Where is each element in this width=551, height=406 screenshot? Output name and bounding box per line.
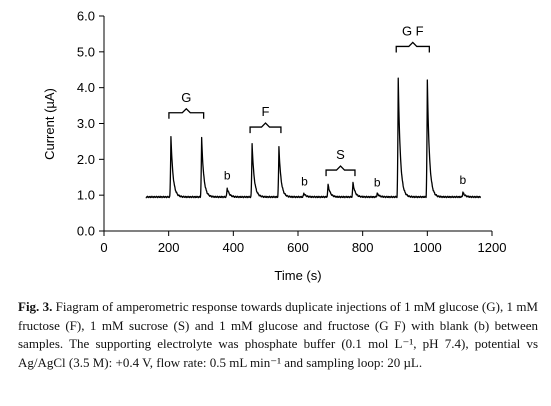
annotation-label: S (336, 147, 345, 162)
x-tick-label: 0 (100, 240, 107, 255)
y-tick-label: 4.0 (77, 80, 95, 95)
annotation-bracket (325, 165, 356, 177)
annotation-label: G (181, 90, 191, 105)
y-tick-label: 3.0 (77, 116, 95, 131)
y-tick-label: 1.0 (77, 188, 95, 203)
x-tick-label: 800 (352, 240, 374, 255)
annotation-bracket (168, 107, 205, 119)
y-tick-label: 2.0 (77, 152, 95, 167)
current-trace (145, 77, 482, 199)
ticks: 0.0 1.0 2.0 3.0 4.0 5.0 6.0 0 200 400 600 800 1000 12… (77, 9, 507, 256)
annotation-label: F (262, 104, 270, 119)
annotation-bracket (249, 122, 282, 134)
blank-label: b (374, 176, 381, 190)
x-axis-label: Time (s) (274, 268, 321, 283)
annotation-bracket (395, 41, 430, 53)
blank-label: b (301, 175, 308, 189)
x-tick-label: 1000 (413, 240, 442, 255)
x-tick-label: 400 (222, 240, 244, 255)
y-tick-label: 5.0 (77, 44, 95, 59)
amperometric-chart: 0.0 1.0 2.0 3.0 4.0 5.0 6.0 0 200 400 600 800 1000 12… (42, 9, 507, 284)
x-tick-label: 1200 (478, 240, 507, 255)
y-tick-label: 6.0 (77, 9, 95, 24)
caption-label: Fig. 3. (18, 299, 53, 314)
blank-label: b (224, 168, 231, 182)
annotation-label: G F (402, 23, 424, 38)
blank-label: b (460, 173, 467, 187)
y-tick-label: 0.0 (77, 224, 95, 239)
y-axis-label: Current (µA) (42, 88, 57, 160)
x-tick-label: 600 (287, 240, 309, 255)
axes (103, 16, 492, 232)
x-tick-label: 200 (158, 240, 180, 255)
annotations: G F S G F b b b b (168, 23, 467, 190)
caption-text: Fiagram of amperometric response towards… (18, 299, 538, 370)
figure-caption: Fig. 3. Fiagram of amperometric response… (18, 298, 538, 372)
